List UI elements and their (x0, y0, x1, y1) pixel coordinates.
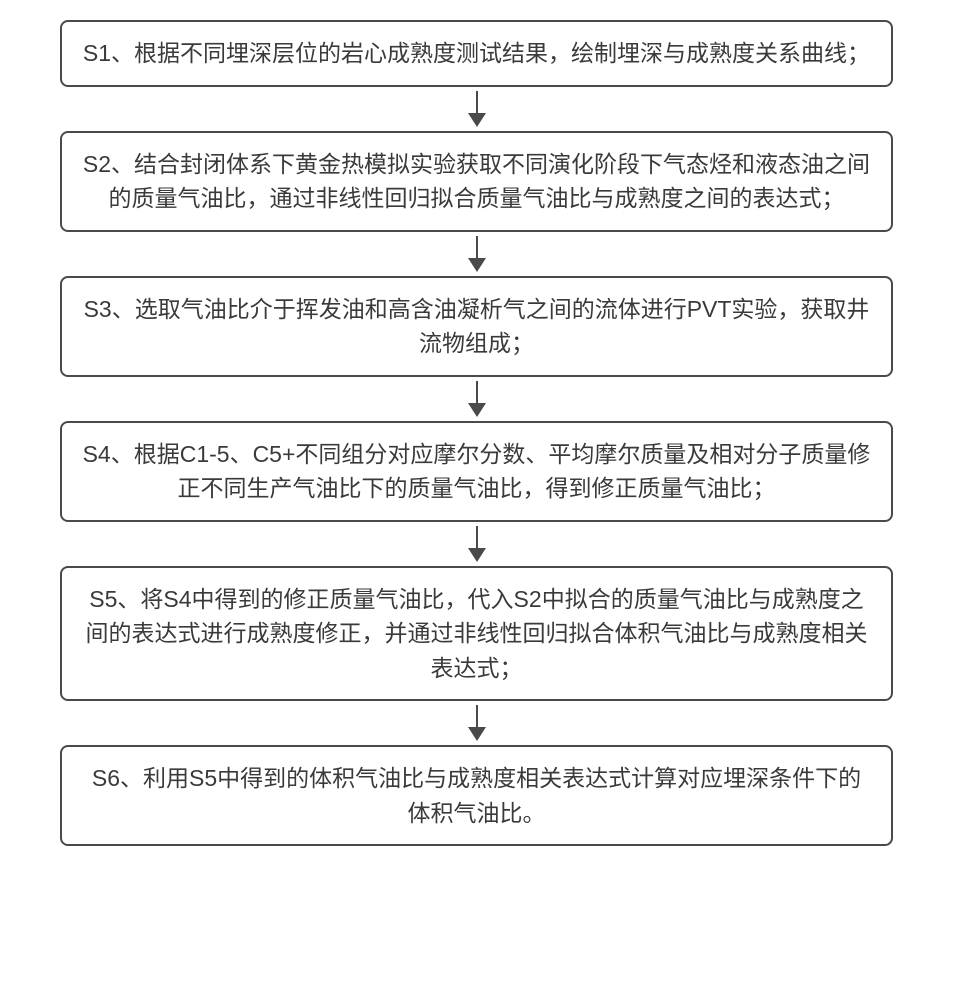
arrow-icon (468, 232, 486, 276)
step-text: S5、将S4中得到的修正质量气油比，代入S2中拟合的质量气油比与成熟度之间的表达… (86, 586, 868, 681)
step-text: S3、选取气油比介于挥发油和高含油凝析气之间的流体进行PVT实验，获取井流物组成… (84, 296, 870, 357)
step-box-s1: S1、根据不同埋深层位的岩心成熟度测试结果，绘制埋深与成熟度关系曲线； (60, 20, 893, 87)
arrow-icon (468, 701, 486, 745)
step-box-s4: S4、根据C1-5、C5+不同组分对应摩尔分数、平均摩尔质量及相对分子质量修正不… (60, 421, 893, 522)
step-text: S4、根据C1-5、C5+不同组分对应摩尔分数、平均摩尔质量及相对分子质量修正不… (83, 441, 871, 502)
step-box-s3: S3、选取气油比介于挥发油和高含油凝析气之间的流体进行PVT实验，获取井流物组成… (60, 276, 893, 377)
step-text: S1、根据不同埋深层位的岩心成熟度测试结果，绘制埋深与成熟度关系曲线； (83, 40, 870, 66)
step-box-s2: S2、结合封闭体系下黄金热模拟实验获取不同演化阶段下气态烃和液态油之间的质量气油… (60, 131, 893, 232)
arrow-icon (468, 377, 486, 421)
step-box-s5: S5、将S4中得到的修正质量气油比，代入S2中拟合的质量气油比与成熟度之间的表达… (60, 566, 893, 702)
process-flowchart: S1、根据不同埋深层位的岩心成熟度测试结果，绘制埋深与成熟度关系曲线； S2、结… (60, 20, 893, 846)
step-text: S2、结合封闭体系下黄金热模拟实验获取不同演化阶段下气态烃和液态油之间的质量气油… (83, 151, 870, 212)
step-text: S6、利用S5中得到的体积气油比与成熟度相关表达式计算对应埋深条件下的体积气油比… (92, 765, 861, 826)
step-box-s6: S6、利用S5中得到的体积气油比与成熟度相关表达式计算对应埋深条件下的体积气油比… (60, 745, 893, 846)
arrow-icon (468, 522, 486, 566)
arrow-icon (468, 87, 486, 131)
